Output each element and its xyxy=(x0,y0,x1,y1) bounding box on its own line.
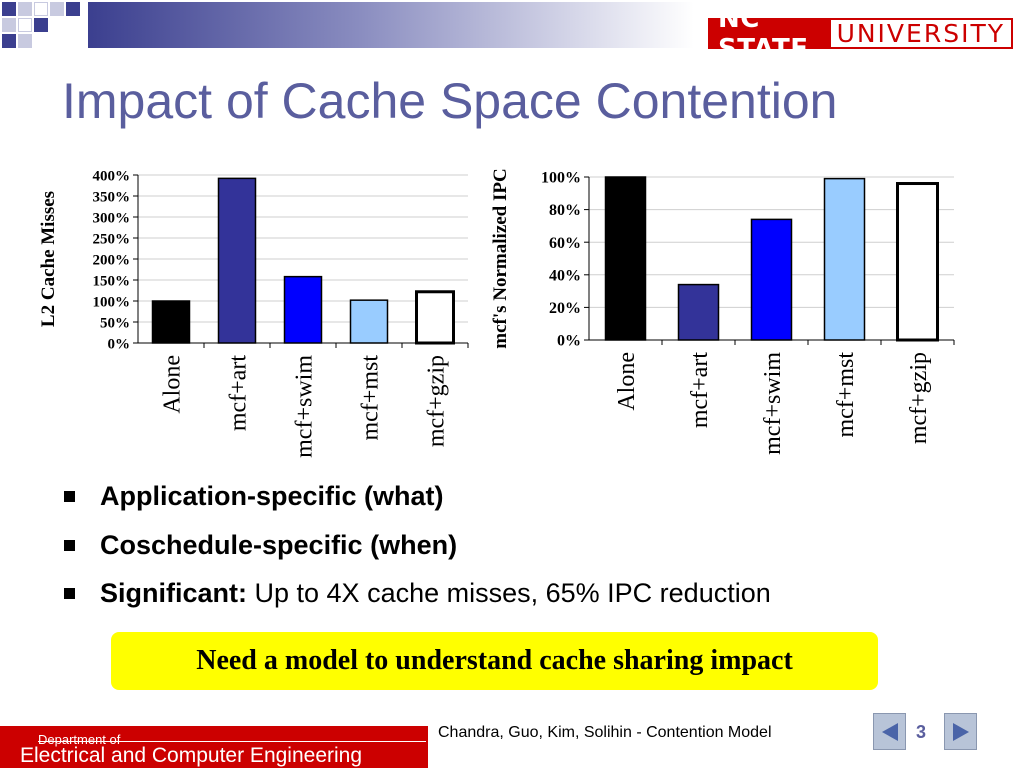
next-slide-button[interactable] xyxy=(944,713,977,750)
y-axis-label: L2 Cache Misses xyxy=(38,191,59,327)
citation-text: Chandra, Guo, Kim, Solihin - Contention … xyxy=(438,724,772,741)
normalized-ipc-chart: mcf's Normalized IPC 100% 80% 60% 40% 20% 0% Al… xyxy=(490,168,955,455)
y-tick-label: 150% xyxy=(93,273,131,289)
bullet-text: Up to 4X cache misses, 65% IPC reduction xyxy=(247,578,771,608)
x-category-label: Alone xyxy=(614,352,640,411)
y-tick-label: 250% xyxy=(93,231,131,247)
bar xyxy=(283,275,323,344)
logo-university: UNIVERSITY xyxy=(836,19,1005,48)
y-tick-label: 80% xyxy=(549,202,581,219)
bar xyxy=(677,283,720,341)
bar xyxy=(604,176,647,341)
triangle-left-icon xyxy=(881,722,898,741)
bar xyxy=(151,300,191,344)
logo-nc-state: NC STATE xyxy=(710,4,831,64)
y-tick-label: 200% xyxy=(93,252,131,268)
bullet-significant: Significant: Up to 4X cache misses, 65% … xyxy=(64,578,771,609)
bar xyxy=(750,218,793,341)
slide-title: Impact of Cache Space Contention xyxy=(62,73,838,129)
previous-slide-button[interactable] xyxy=(873,713,906,750)
bar xyxy=(349,299,389,344)
university-logo: NC STATE UNIVERSITY xyxy=(708,4,1013,64)
bar xyxy=(217,177,257,344)
x-category-label: mcf+swim xyxy=(291,355,317,458)
y-tick-label: 60% xyxy=(549,235,581,252)
y-tick-label: 20% xyxy=(549,300,581,317)
x-category-label: mcf+swim xyxy=(760,352,786,455)
y-tick-label: 0% xyxy=(108,336,131,352)
x-category-label: mcf+mst xyxy=(833,352,859,438)
department-name: Electrical and Computer Engineering xyxy=(20,744,363,767)
department-footer-bar xyxy=(0,726,428,768)
y-tick-label: 40% xyxy=(549,267,581,284)
y-tick-label: 100% xyxy=(93,294,131,310)
decorative-squares xyxy=(0,0,90,55)
bullet-square-icon xyxy=(64,588,75,599)
y-tick-label: 0% xyxy=(557,333,581,350)
x-category-label: mcf+art xyxy=(225,355,251,431)
y-tick-label: 50% xyxy=(100,315,130,331)
bullet-square-icon xyxy=(64,491,75,502)
department-of-label: Department of xyxy=(38,732,121,747)
bullet-bold-text: Application-specific (what) xyxy=(100,481,444,511)
bar xyxy=(823,177,866,341)
header-gradient-bar xyxy=(88,2,694,48)
x-category-label: mcf+gzip xyxy=(423,355,449,447)
triangle-right-icon xyxy=(952,722,969,741)
bullet-bold-text: Significant: xyxy=(100,578,247,608)
y-tick-label: 400% xyxy=(93,168,131,184)
bullet-bold-text: Coschedule-specific (when) xyxy=(100,530,458,560)
l2-cache-misses-chart: L2 Cache Misses 400% 350% 300% 250% 200% 150% 1… xyxy=(38,168,469,458)
x-category-label: Alone xyxy=(159,355,185,414)
bullet-square-icon xyxy=(64,540,75,551)
x-category-label: mcf+art xyxy=(687,352,713,428)
y-tick-label: 350% xyxy=(93,189,131,205)
bullet-application-specific: Application-specific (what) xyxy=(64,481,444,512)
bar xyxy=(896,182,939,342)
page-number: 3 xyxy=(916,722,927,742)
bullet-coschedule-specific: Coschedule-specific (when) xyxy=(64,530,457,561)
callout-box: Need a model to understand cache sharing… xyxy=(111,632,878,690)
x-category-label: mcf+gzip xyxy=(906,352,932,444)
bar xyxy=(415,290,455,345)
y-axis-label: mcf's Normalized IPC xyxy=(490,168,511,348)
y-tick-label: 300% xyxy=(93,210,131,226)
y-tick-label: 100% xyxy=(541,170,581,187)
footer-divider xyxy=(38,741,426,742)
x-category-label: mcf+mst xyxy=(357,355,383,441)
